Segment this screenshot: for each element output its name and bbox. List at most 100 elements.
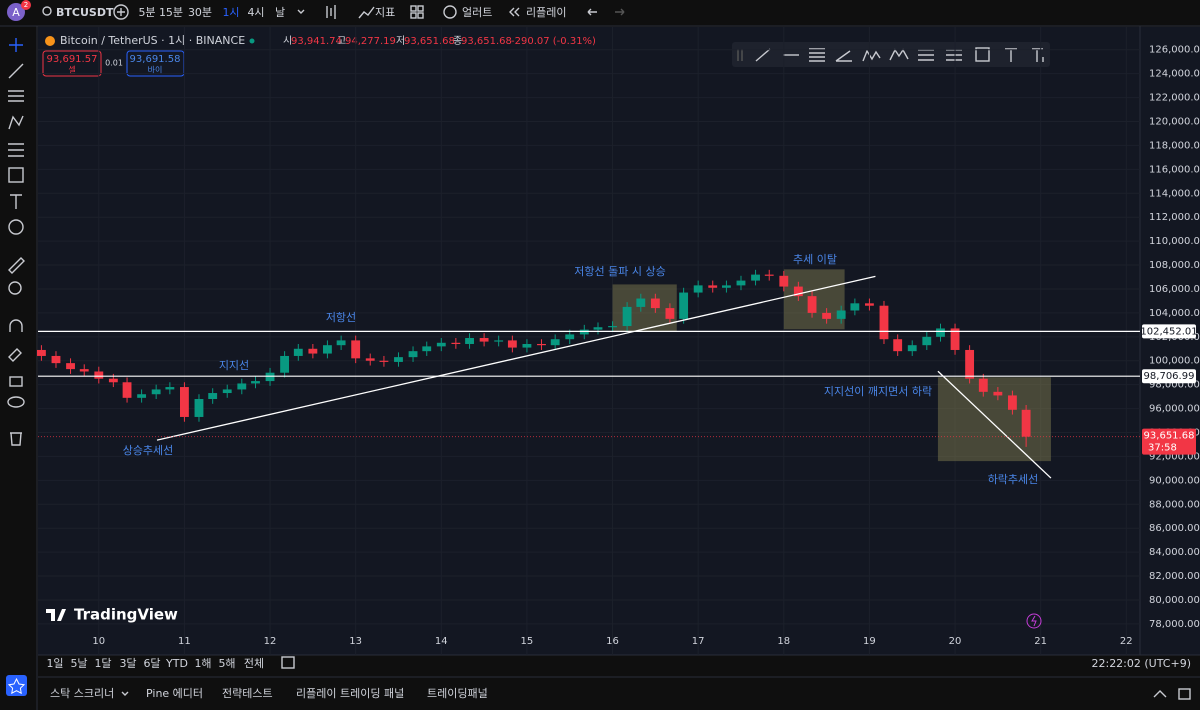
bottom-tab[interactable]: 스탁 스크리너 <box>50 687 114 700</box>
candle-body <box>565 334 575 340</box>
bottom-tab[interactable]: 트레이딩패널 <box>427 687 488 700</box>
buy-label: 바이 <box>148 65 163 75</box>
undo-icon[interactable] <box>587 8 597 16</box>
draw-icon[interactable] <box>862 49 881 62</box>
y-tick-label: 126,000.00 <box>1149 45 1200 56</box>
trendline-tool[interactable] <box>8 63 24 79</box>
hide-tool[interactable] <box>7 396 25 408</box>
fib-tool[interactable] <box>8 90 24 102</box>
calendar-icon[interactable] <box>281 656 295 669</box>
indicator-icon[interactable] <box>358 6 375 19</box>
layout-icon[interactable] <box>410 5 417 12</box>
candle-body <box>479 338 489 342</box>
add-icon[interactable] <box>113 4 129 20</box>
candle-body <box>978 378 988 392</box>
text-tool[interactable] <box>10 194 22 209</box>
draw-icon[interactable] <box>809 48 825 62</box>
range-button[interactable]: 전체 <box>244 657 264 670</box>
chart-panel <box>38 27 1200 655</box>
draw-icon[interactable] <box>835 50 852 62</box>
annotation: 저항선 돌파 시 상승 <box>574 265 665 278</box>
interval-button[interactable]: 4시 <box>247 6 264 19</box>
x-tick-label: 18 <box>777 636 790 647</box>
interval-button[interactable]: 날 <box>275 6 285 19</box>
draw-mode-tool[interactable] <box>8 348 22 362</box>
y-tick-label: 96,000.00 <box>1149 404 1200 415</box>
range-button[interactable]: 1일 <box>46 656 63 670</box>
draw-icon[interactable] <box>889 48 909 61</box>
level-tag <box>1142 324 1196 339</box>
candle-body <box>208 393 218 400</box>
candle-body <box>922 336 932 346</box>
candle-body <box>151 389 161 395</box>
alert-icon[interactable] <box>443 5 457 19</box>
ohlc-value: 93,651.68 <box>461 36 512 47</box>
maximize-icon[interactable] <box>1178 688 1191 700</box>
ohlc-label: 시 <box>283 35 292 47</box>
range-button[interactable]: 5해 <box>218 656 235 670</box>
interval-button[interactable]: 30분 <box>188 6 212 19</box>
candle-body <box>293 348 303 356</box>
prediction-tool[interactable] <box>8 143 24 157</box>
interval-group: 5분 15분 30분 1시 4시 날 <box>138 6 305 19</box>
crosshair-tool[interactable] <box>9 38 23 52</box>
collapse-icon[interactable] <box>1153 690 1167 698</box>
y-tick-label: 110,000.00 <box>1149 236 1200 247</box>
favorite-button[interactable] <box>6 675 27 696</box>
candle-icon[interactable] <box>326 5 336 19</box>
candle-body <box>194 399 204 417</box>
star-icon <box>7 677 26 695</box>
tool-button[interactable]: 얼러트 <box>462 5 492 19</box>
ruler-tool[interactable] <box>8 257 25 274</box>
tool-button[interactable]: 리플레이 <box>526 6 566 19</box>
lock-tool[interactable] <box>9 376 23 387</box>
candle-body <box>779 275 789 287</box>
candle-body <box>636 298 646 307</box>
x-tick-label: 13 <box>349 636 362 647</box>
trash-tool[interactable] <box>10 432 22 446</box>
shape-tool[interactable] <box>8 167 24 183</box>
avatar[interactable] <box>7 3 25 21</box>
x-tick-label: 20 <box>949 636 962 647</box>
replay-icon[interactable] <box>509 7 520 17</box>
magnet-tool[interactable] <box>9 319 23 332</box>
icon-tool[interactable] <box>8 219 24 235</box>
y-tick-label: 124,000.00 <box>1149 69 1200 80</box>
zoom-tool[interactable] <box>8 281 22 295</box>
interval-button[interactable]: 5분 <box>138 6 155 19</box>
candle-body <box>879 305 889 340</box>
lightning-icon[interactable] <box>1026 613 1042 629</box>
candle-body <box>965 349 975 379</box>
symbol[interactable]: BTCUSDT <box>56 6 114 19</box>
range-buttons: 1일 5날 1달 3달 6달 YTD 1해 5해 전체 <box>46 656 264 670</box>
chart-title: Bitcoin / TetherUS · 1시 · BINANCE <box>60 34 245 47</box>
chevron[interactable] <box>121 691 129 696</box>
range-button[interactable]: 3달 <box>119 657 136 670</box>
redo-icon[interactable] <box>615 8 625 16</box>
interval-button[interactable]: 15분 <box>159 6 183 19</box>
bottom-tab[interactable]: 리플레이 트레이딩 패널 <box>296 687 404 700</box>
layout-icon <box>410 12 417 19</box>
draw-icon[interactable] <box>755 48 771 62</box>
range-button[interactable]: 5날 <box>70 657 87 670</box>
candle-body <box>465 338 474 344</box>
range-button[interactable]: YTD <box>165 657 188 670</box>
range-button[interactable]: 1해 <box>194 656 211 670</box>
range-button[interactable]: 1달 <box>94 657 111 670</box>
draw-icon[interactable] <box>975 47 990 62</box>
annotation: 추세 이탈 <box>793 253 837 266</box>
candle-body <box>665 308 675 319</box>
tool-button[interactable]: 지표 <box>375 6 395 19</box>
bottom-tab[interactable]: 전략테스트 <box>222 687 273 700</box>
pattern-tool[interactable] <box>8 115 24 130</box>
bottom-tab[interactable]: Pine 에디터 <box>146 687 203 700</box>
candle-body <box>507 340 517 348</box>
range-button[interactable]: 6달 <box>143 657 160 670</box>
candle-body <box>422 346 432 352</box>
draw-icon[interactable] <box>1005 48 1017 62</box>
sell-button[interactable] <box>42 50 102 77</box>
interval-button[interactable]: 1시 <box>222 6 239 19</box>
y-tick-label: 114,000.00 <box>1149 188 1200 199</box>
candle-body <box>893 339 903 352</box>
ohlc-label: 고 <box>337 36 346 47</box>
